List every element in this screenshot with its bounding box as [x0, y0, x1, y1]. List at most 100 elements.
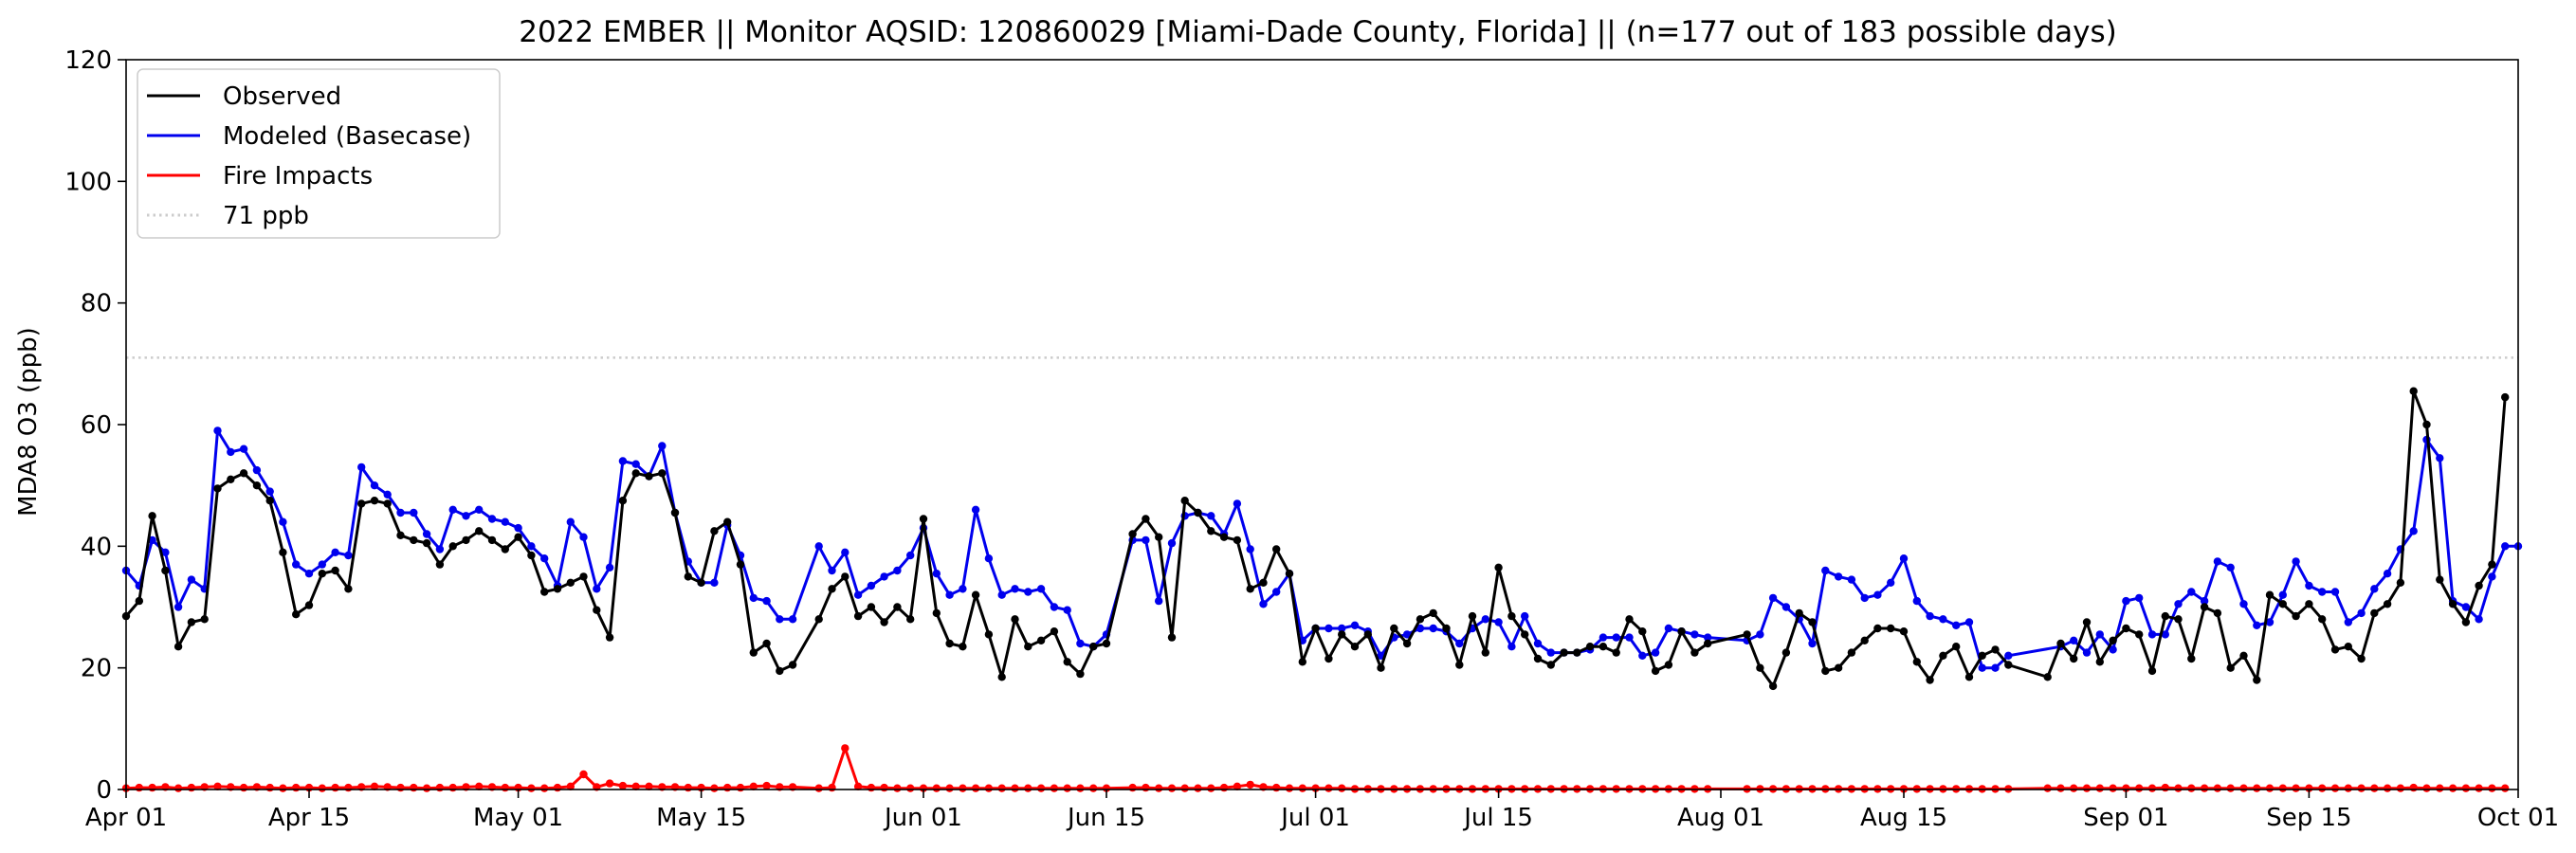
data-point-fire-impacts: [2109, 784, 2117, 792]
data-point-observed: [1128, 530, 1137, 538]
data-point-observed: [396, 531, 405, 539]
data-point-fire-impacts: [723, 783, 732, 792]
data-point-observed: [2278, 600, 2287, 608]
data-point-fire-impacts: [2344, 784, 2352, 792]
data-point-fire-impacts: [239, 783, 248, 792]
data-point-fire-impacts: [710, 784, 719, 792]
series-layer: [121, 387, 2523, 793]
data-point-modeled-basecase: [2135, 593, 2144, 603]
data-point-observed: [2318, 615, 2327, 624]
data-point-fire-impacts: [1050, 784, 1059, 792]
data-point-modeled-basecase: [383, 490, 392, 499]
data-point-observed: [527, 551, 536, 560]
data-point-observed: [997, 673, 1006, 681]
data-point-modeled-basecase: [2370, 585, 2379, 593]
data-point-observed: [2095, 658, 2104, 666]
data-point-modeled-basecase: [867, 581, 876, 590]
data-point-observed: [1050, 627, 1059, 636]
data-point-observed: [1442, 624, 1451, 633]
data-point-fire-impacts: [853, 782, 863, 790]
data-point-modeled-basecase: [514, 523, 522, 533]
data-point-observed: [2448, 600, 2457, 608]
data-point-fire-impacts: [370, 782, 379, 790]
data-point-modeled-basecase: [1155, 596, 1163, 606]
data-point-fire-impacts: [618, 781, 628, 790]
data-point-modeled-basecase: [2488, 572, 2496, 581]
data-point-observed: [1233, 535, 1242, 545]
data-point-observed: [2396, 578, 2405, 587]
data-point-modeled-basecase: [1272, 588, 1281, 596]
data-point-modeled-basecase: [1507, 643, 1516, 651]
data-point-modeled-basecase: [2461, 603, 2471, 611]
data-point-observed: [2226, 663, 2235, 672]
data-point-fire-impacts: [1076, 784, 1085, 792]
data-point-observed: [383, 499, 392, 508]
data-point-modeled-basecase: [1860, 593, 1869, 603]
data-point-modeled-basecase: [1167, 538, 1177, 548]
data-point-observed: [853, 611, 863, 621]
data-point-observed: [475, 527, 484, 535]
data-point-observed: [645, 472, 653, 481]
data-point-fire-impacts: [1233, 782, 1242, 790]
data-point-modeled-basecase: [1638, 651, 1647, 660]
data-point-fire-impacts: [919, 784, 928, 792]
data-point-modeled-basecase: [1350, 621, 1360, 629]
data-point-fire-impacts: [1167, 784, 1177, 792]
data-point-fire-impacts: [501, 783, 509, 792]
data-point-observed: [2488, 560, 2496, 569]
data-point-modeled-basecase: [2253, 621, 2261, 629]
data-point-observed: [984, 630, 994, 639]
data-point-fire-impacts: [422, 784, 431, 792]
data-point-modeled-basecase: [2383, 570, 2392, 578]
data-point-observed: [776, 666, 784, 676]
data-point-observed: [501, 545, 509, 554]
data-point-fire-impacts: [971, 784, 980, 792]
data-point-modeled-basecase: [1533, 639, 1543, 648]
data-point-fire-impacts: [2187, 784, 2196, 792]
x-axis: Apr 01 Apr 15 May 01 May 15 Jun 01 Jun 15 Jul …: [85, 789, 2559, 832]
data-point-modeled-basecase: [997, 590, 1006, 599]
data-point-observed: [1272, 545, 1281, 554]
data-point-observed: [2147, 666, 2157, 676]
data-point-modeled-basecase: [1063, 606, 1071, 614]
data-point-modeled-basecase: [932, 570, 941, 578]
data-point-modeled-basecase: [252, 465, 262, 475]
data-point-fire-impacts: [2135, 784, 2144, 792]
data-point-fire-impacts: [2409, 783, 2418, 792]
data-point-modeled-basecase: [566, 517, 575, 526]
data-point-fire-impacts: [135, 783, 143, 792]
data-point-observed: [1612, 648, 1620, 657]
data-point-observed: [1873, 624, 1882, 633]
data-point-modeled-basecase: [828, 566, 836, 575]
data-point-modeled-basecase: [1625, 633, 1634, 642]
data-point-observed: [1795, 608, 1803, 618]
data-point-modeled-basecase: [906, 551, 915, 560]
data-point-fire-impacts: [932, 784, 941, 792]
data-point-fire-impacts: [841, 744, 850, 753]
data-point-observed: [435, 560, 445, 569]
data-point-observed: [370, 497, 379, 505]
data-point-observed: [2422, 420, 2431, 429]
data-point-observed: [631, 469, 640, 478]
data-point-observed: [1912, 658, 1922, 666]
data-point-observed: [2200, 603, 2209, 611]
data-point-modeled-basecase: [1402, 630, 1412, 639]
data-point-observed: [487, 535, 497, 545]
data-point-modeled-basecase: [984, 554, 994, 563]
x-tick-label: Jul 15: [1462, 804, 1533, 832]
data-point-observed: [1298, 658, 1307, 666]
data-point-observed: [422, 538, 431, 548]
data-point-fire-impacts: [2174, 784, 2183, 792]
data-point-observed: [1207, 527, 1215, 535]
data-point-fire-impacts: [2396, 784, 2405, 792]
data-point-fire-impacts: [475, 782, 484, 790]
data-point-modeled-basecase: [227, 447, 235, 457]
data-point-observed: [684, 572, 692, 581]
data-point-observed: [579, 572, 588, 581]
data-point-fire-impacts: [828, 783, 836, 792]
data-point-observed: [841, 572, 850, 581]
data-point-observed: [1560, 648, 1568, 657]
data-point-fire-impacts: [448, 783, 457, 792]
data-point-modeled-basecase: [1259, 600, 1268, 608]
data-point-observed: [1573, 648, 1581, 657]
